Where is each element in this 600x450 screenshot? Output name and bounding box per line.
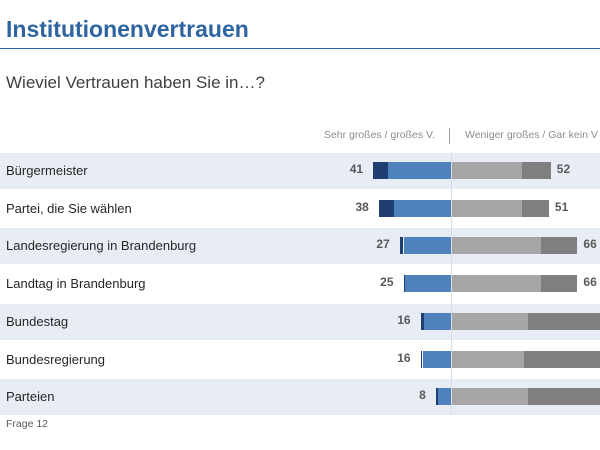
bar-sehr-gross bbox=[378, 199, 394, 217]
bar-gross bbox=[424, 312, 451, 330]
bar-sehr-gross bbox=[420, 312, 425, 330]
bar-weniger-gross bbox=[452, 388, 528, 406]
positive-column-header: Sehr großes / großes V. bbox=[323, 129, 435, 141]
bar-gross bbox=[394, 199, 451, 217]
positive-total-label: 25 bbox=[380, 275, 394, 290]
bar-sehr-gross bbox=[403, 275, 406, 293]
bar-weniger-gross bbox=[452, 350, 525, 368]
positive-total-label: 38 bbox=[355, 199, 369, 214]
category-label: Landesregierung in Brandenburg bbox=[6, 238, 197, 254]
bar-gar-kein bbox=[541, 237, 578, 255]
title-rule bbox=[0, 48, 600, 49]
bar-gross bbox=[388, 162, 451, 179]
bar-sehr-gross bbox=[373, 162, 389, 179]
bar-gar-kein bbox=[524, 350, 600, 368]
bar-weniger-gross bbox=[452, 312, 528, 330]
bar-weniger-gross bbox=[452, 275, 542, 293]
chart-row: Partei, die Sie wählen 38 51 bbox=[0, 191, 600, 227]
footer-note: Frage 12 bbox=[6, 418, 49, 430]
bar-weniger-gross bbox=[452, 199, 523, 217]
chart-row: Landtag in Brandenburg 25 66 bbox=[0, 266, 600, 302]
bar-weniger-gross bbox=[452, 237, 542, 255]
chart-row: Bundesregierung 16 bbox=[0, 342, 600, 378]
bar-gar-kein bbox=[522, 162, 551, 179]
bar-sehr-gross bbox=[399, 237, 404, 255]
bar-gross bbox=[403, 237, 451, 255]
chart-row: Parteien 8 bbox=[0, 379, 600, 416]
category-label: Parteien bbox=[6, 389, 55, 405]
chart-row: Bürgermeister 41 52 bbox=[0, 153, 600, 189]
positive-total-label: 41 bbox=[349, 162, 364, 176]
bar-sehr-gross bbox=[420, 350, 423, 368]
bar-gross bbox=[405, 275, 451, 293]
bar-gross bbox=[422, 350, 451, 368]
category-label: Landtag in Brandenburg bbox=[6, 276, 146, 292]
positive-total-label: 8 bbox=[419, 388, 426, 403]
chart-title: Institutionenvertrauen bbox=[6, 16, 249, 42]
bar-gross bbox=[437, 388, 451, 406]
bar-gar-kein bbox=[522, 199, 549, 217]
bar-gar-kein bbox=[541, 275, 578, 293]
center-axis-line bbox=[451, 152, 452, 414]
positive-total-label: 16 bbox=[397, 350, 411, 365]
category-label: Partei, die Sie wählen bbox=[6, 200, 132, 216]
negative-column-header: Weniger großes / Gar kein V bbox=[465, 129, 598, 141]
question-text: Wieviel Vertrauen haben Sie in…? bbox=[6, 73, 265, 92]
positive-total-label: 16 bbox=[397, 312, 411, 327]
bar-gar-kein bbox=[528, 388, 600, 406]
category-label: Bürgermeister bbox=[6, 163, 88, 178]
chart-row: Bundestag 16 bbox=[0, 303, 600, 340]
negative-total-label: 66 bbox=[583, 275, 597, 290]
bar-gar-kein bbox=[528, 312, 600, 330]
category-label: Bundestag bbox=[6, 313, 69, 329]
header-separator bbox=[449, 128, 450, 144]
chart-row: Landesregierung in Brandenburg 27 66 bbox=[0, 228, 600, 265]
bar-sehr-gross bbox=[435, 388, 438, 406]
negative-total-label: 52 bbox=[556, 162, 571, 176]
category-label: Bundesregierung bbox=[6, 351, 106, 367]
negative-total-label: 66 bbox=[583, 237, 597, 252]
bar-weniger-gross bbox=[452, 162, 523, 179]
positive-total-label: 27 bbox=[376, 237, 390, 252]
negative-total-label: 51 bbox=[554, 199, 569, 214]
